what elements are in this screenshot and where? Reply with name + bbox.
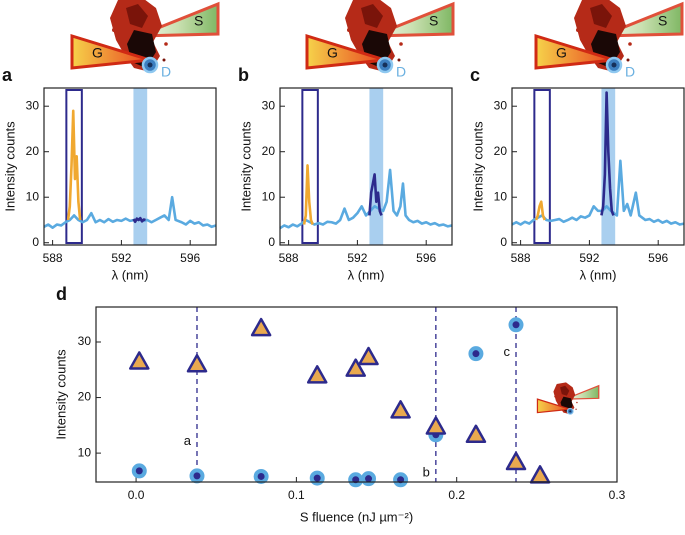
- spectrum-line: [132, 216, 146, 224]
- x-axis-label: S fluence (nJ µm⁻²): [300, 509, 413, 524]
- inset-label: D: [161, 64, 171, 80]
- inset-a: G S D: [70, 0, 220, 80]
- panel-label: d: [56, 284, 67, 304]
- triangle-marker: [186, 353, 208, 373]
- triangle-marker: [129, 351, 150, 370]
- reference-label: b: [423, 465, 430, 480]
- inset-label: S: [658, 13, 667, 29]
- x-tick-label: 588: [43, 251, 63, 265]
- plot-frame: [43, 87, 217, 246]
- y-tick-label: 0: [268, 235, 275, 249]
- x-tick-label: 0.1: [288, 488, 305, 502]
- highlight-box: [301, 89, 319, 244]
- plot-frame: [279, 87, 453, 246]
- circle-marker: [131, 463, 147, 479]
- inset-label: G: [556, 45, 567, 61]
- inset-label: G: [92, 45, 103, 61]
- y-tick-label: 20: [494, 144, 508, 158]
- x-axis-label: λ (nm): [580, 267, 617, 282]
- y-tick-label: 30: [26, 98, 40, 112]
- x-tick-label: 596: [648, 251, 668, 265]
- x-tick-label: 0.2: [448, 488, 465, 502]
- highlight-box: [533, 89, 551, 244]
- triangle-marker: [425, 416, 447, 435]
- y-axis-label: Intensity counts: [238, 121, 253, 212]
- x-tick-label: 588: [279, 251, 299, 265]
- highlight-band: [133, 88, 148, 245]
- plot-frame: [95, 306, 618, 483]
- panel-label: c: [470, 65, 480, 85]
- triangle-marker: [505, 451, 527, 471]
- spectrum-line: [302, 164, 314, 225]
- y-axis-label: Intensity counts: [470, 121, 485, 212]
- y-tick-label: 10: [494, 189, 508, 203]
- circle-marker: [309, 470, 325, 486]
- plot-frame: [511, 87, 685, 246]
- panel-label: a: [2, 65, 13, 85]
- triangle-marker: [358, 346, 379, 366]
- triangle-marker: [390, 400, 411, 419]
- x-tick-label: 588: [511, 251, 531, 265]
- triangle-marker: [529, 465, 551, 484]
- spectrum-line: [368, 173, 383, 216]
- triangle-marker: [465, 424, 487, 444]
- y-tick-label: 20: [26, 144, 40, 158]
- reference-label: a: [184, 433, 192, 448]
- inset-label: S: [194, 13, 203, 29]
- y-tick-label: 20: [78, 390, 92, 404]
- x-tick-label: 596: [180, 251, 200, 265]
- y-tick-label: 30: [78, 334, 92, 348]
- inset-b: G S D: [305, 0, 455, 80]
- spectrum-line: [511, 159, 685, 226]
- circle-marker: [189, 468, 205, 484]
- y-tick-label: 10: [262, 189, 276, 203]
- circle-marker: [253, 468, 269, 484]
- x-tick-label: 0.0: [128, 488, 145, 502]
- x-tick-label: 596: [416, 251, 436, 265]
- spectrum-line: [43, 195, 217, 230]
- circle-marker: [348, 472, 364, 488]
- inset-label: S: [429, 13, 438, 29]
- highlight-box: [65, 89, 83, 244]
- triangle-marker: [306, 365, 328, 384]
- triangle-marker: [345, 358, 366, 377]
- y-tick-label: 30: [494, 98, 508, 112]
- y-tick-label: 10: [78, 445, 92, 459]
- x-tick-label: 0.3: [609, 488, 626, 502]
- spectrum-line: [600, 91, 615, 216]
- y-tick-label: 20: [262, 144, 276, 158]
- inset-label: D: [396, 64, 406, 80]
- x-tick-label: 592: [347, 251, 367, 265]
- circle-marker: [508, 317, 524, 333]
- y-axis-label: Intensity counts: [2, 121, 17, 212]
- x-axis-label: λ (nm): [112, 267, 149, 282]
- spectrum-line: [66, 109, 82, 221]
- y-tick-label: 10: [26, 189, 40, 203]
- circle-marker: [468, 346, 484, 362]
- spectrum-line: [534, 200, 546, 221]
- y-axis-label: Intensity counts: [53, 349, 68, 440]
- inset-c: G S D: [534, 0, 684, 80]
- inset-label: D: [625, 64, 635, 80]
- highlight-band: [369, 88, 384, 245]
- y-tick-label: 30: [262, 98, 276, 112]
- inset-d: [536, 381, 600, 415]
- circle-marker: [393, 472, 409, 488]
- inset-label: G: [327, 45, 338, 61]
- x-tick-label: 592: [111, 251, 131, 265]
- x-tick-label: 592: [579, 251, 599, 265]
- reference-label: c: [504, 344, 511, 359]
- panel-label: b: [238, 65, 249, 85]
- triangle-marker: [250, 317, 272, 337]
- x-axis-label: λ (nm): [348, 267, 385, 282]
- y-tick-label: 0: [32, 235, 39, 249]
- y-tick-label: 0: [500, 235, 507, 249]
